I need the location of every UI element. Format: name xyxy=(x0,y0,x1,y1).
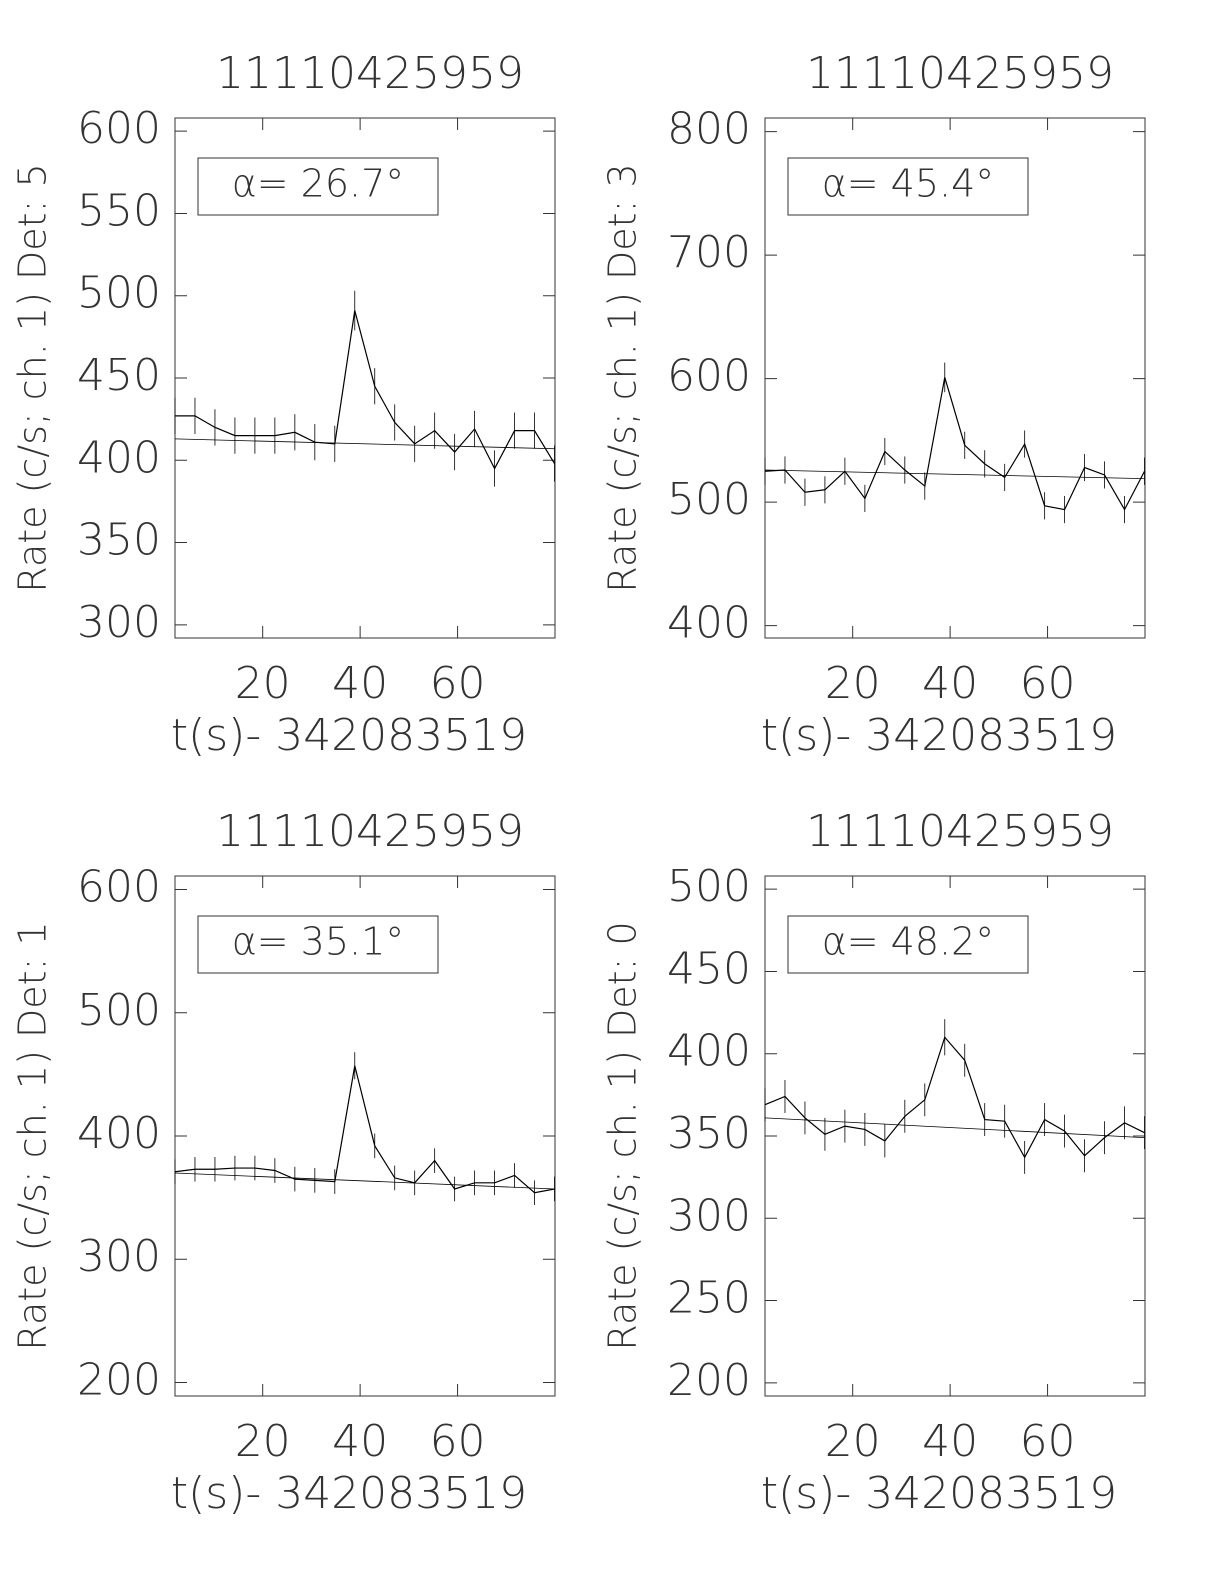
fit-line xyxy=(174,1172,556,1190)
x-tick-label: 60 xyxy=(1020,1416,1076,1467)
x-tick-label: 60 xyxy=(430,658,486,709)
y-tick-label: 350 xyxy=(77,515,161,566)
annotation-box xyxy=(787,915,1029,974)
y-tick-label: 400 xyxy=(77,432,161,483)
panel: 11110425959 t(s)- 342083519 Rate (c/s; ch.… xyxy=(601,806,1146,1519)
annotation-box xyxy=(197,915,439,974)
x-tick-label: 60 xyxy=(430,1416,486,1467)
x-tick-label: 20 xyxy=(825,658,881,709)
y-tick-label: 500 xyxy=(77,268,161,319)
y-tick-label: 550 xyxy=(77,185,161,236)
x-tick-label: 20 xyxy=(235,658,291,709)
y-axis-label: Rate (c/s; ch. 1) Det: 5 xyxy=(11,163,55,592)
y-axis-label: Rate (c/s; ch. 1) Det: 0 xyxy=(601,921,645,1350)
y-axis-label: Rate (c/s; ch. 1) Det: 3 xyxy=(601,163,645,592)
x-tick-label: 40 xyxy=(922,1416,978,1467)
annotation: α= 26.7° xyxy=(232,162,405,206)
y-tick-label: 400 xyxy=(667,1026,751,1077)
y-tick-label: 300 xyxy=(77,1231,161,1282)
y-tick-label: 200 xyxy=(667,1355,751,1406)
y-tick-label: 400 xyxy=(667,598,751,649)
fit-line xyxy=(174,438,556,450)
panel: 11110425959 t(s)- 342083519 Rate (c/s; ch.… xyxy=(11,806,556,1519)
chart-title: 11110425959 xyxy=(806,48,1114,99)
y-tick-label: 450 xyxy=(77,350,161,401)
panel: 11110425959 t(s)- 342083519 Rate (c/s; ch.… xyxy=(601,48,1146,761)
annotation-box xyxy=(197,157,439,216)
x-tick-label: 60 xyxy=(1020,658,1076,709)
x-tick-label: 40 xyxy=(332,658,388,709)
y-tick-label: 500 xyxy=(77,985,161,1036)
x-axis-label: t(s)- 342083519 xyxy=(761,710,1117,761)
x-axis-label: t(s)- 342083519 xyxy=(171,1468,527,1519)
y-tick-label: 200 xyxy=(77,1354,161,1405)
x-axis-label: t(s)- 342083519 xyxy=(171,710,527,761)
annotation: α= 45.4° xyxy=(822,162,995,206)
annotation: α= 48.2° xyxy=(822,920,995,964)
chart-title: 11110425959 xyxy=(216,806,524,857)
y-tick-label: 700 xyxy=(667,227,751,278)
y-tick-label: 800 xyxy=(667,104,751,155)
x-tick-label: 20 xyxy=(235,1416,291,1467)
y-tick-label: 400 xyxy=(77,1108,161,1159)
x-axis-label: t(s)- 342083519 xyxy=(761,1468,1117,1519)
y-tick-label: 500 xyxy=(667,861,751,912)
y-tick-label: 500 xyxy=(667,474,751,525)
annotation-box xyxy=(787,157,1029,216)
y-tick-label: 600 xyxy=(667,351,751,402)
x-tick-label: 20 xyxy=(825,1416,881,1467)
chart-title: 11110425959 xyxy=(806,806,1114,857)
data-line xyxy=(175,310,556,470)
y-tick-label: 350 xyxy=(667,1108,751,1159)
y-tick-label: 300 xyxy=(77,597,161,648)
y-tick-label: 600 xyxy=(77,103,161,154)
y-axis-label: Rate (c/s; ch. 1) Det: 1 xyxy=(11,921,55,1350)
x-tick-label: 40 xyxy=(332,1416,388,1467)
data-line xyxy=(764,1036,1145,1159)
data-line xyxy=(764,377,1146,511)
plot-frame xyxy=(764,117,1146,639)
fit-line xyxy=(764,469,1146,480)
y-tick-label: 300 xyxy=(667,1190,751,1241)
data-line xyxy=(174,1065,555,1194)
fit-line xyxy=(764,1117,1146,1139)
y-tick-label: 250 xyxy=(667,1273,751,1324)
x-tick-label: 40 xyxy=(922,658,978,709)
panel: 11110425959 t(s)- 342083519 Rate (c/s; ch.… xyxy=(11,48,556,761)
annotation: α= 35.1° xyxy=(232,920,405,964)
chart-title: 11110425959 xyxy=(216,48,524,99)
y-tick-label: 600 xyxy=(77,862,161,913)
y-tick-label: 450 xyxy=(667,943,751,994)
